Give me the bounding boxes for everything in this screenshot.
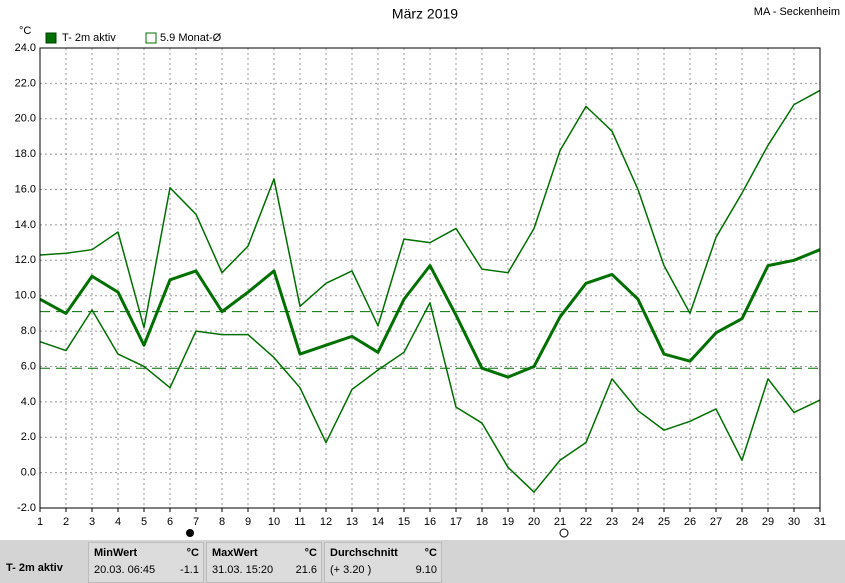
data-line [39, 89, 821, 329]
x-tick-label: 17 [450, 516, 462, 528]
legend-swatch [45, 32, 57, 44]
plot-frame [39, 47, 821, 509]
x-tick-label: 3 [89, 516, 95, 528]
y-tick-label: 14.0 [15, 219, 36, 231]
y-tick-label: -2.0 [17, 502, 36, 514]
summary-cell: Durchschnitt °C (+ 3.20 ) 9.10 [324, 542, 442, 583]
summary-unit: °C [186, 547, 199, 559]
y-tick-label: 6.0 [21, 360, 36, 372]
y-tick-label: 2.0 [21, 431, 36, 443]
summary-title: Durchschnitt [330, 547, 398, 559]
y-tick-label: 24.0 [15, 42, 36, 54]
x-tick-label: 12 [320, 516, 332, 528]
station: MA - Seckenheim [754, 6, 840, 18]
x-tick-label: 27 [710, 516, 722, 528]
x-tick-label: 5 [141, 516, 147, 528]
summary-unit: °C [304, 547, 317, 559]
summary-detail: (+ 3.20 ) [330, 564, 372, 576]
y-unit: °C [19, 25, 31, 37]
x-tick-label: 6 [167, 516, 173, 528]
x-tick-label: 15 [398, 516, 410, 528]
x-tick-label: 7 [193, 516, 199, 528]
x-tick-label: 1 [37, 516, 43, 528]
summary-detail: 31.03. 15:20 [212, 564, 274, 576]
x-tick-label: 24 [632, 516, 644, 528]
x-tick-label: 28 [736, 516, 748, 528]
summary-value: -1.1 [180, 564, 199, 576]
summary-cell: MaxWert °C 31.03. 15:20 21.6 [206, 542, 322, 583]
y-tick-label: 8.0 [21, 325, 36, 337]
x-tick-label: 8 [219, 516, 225, 528]
x-tick-label: 18 [476, 516, 488, 528]
x-tick-label: 20 [528, 516, 540, 528]
x-tick-label: 16 [424, 516, 436, 528]
x-tick-label: 30 [788, 516, 800, 528]
y-tick-label: 16.0 [15, 183, 36, 195]
moon-full [186, 529, 194, 537]
data-line [39, 302, 821, 493]
summary-detail: 20.03. 06:45 [94, 564, 156, 576]
legend-label: 5.9 Monat-Ø [160, 32, 222, 44]
y-tick-label: 22.0 [15, 77, 36, 89]
x-tick-label: 29 [762, 516, 774, 528]
y-tick-label: 20.0 [15, 113, 36, 125]
x-tick-label: 19 [502, 516, 514, 528]
summary-bar: T- 2m aktiv MinWert °C 20.03. 06:45 -1.1 Max… [0, 540, 845, 583]
x-tick-label: 21 [554, 516, 566, 528]
y-tick-label: 4.0 [21, 396, 36, 408]
row-label: T- 2m aktiv [6, 562, 63, 574]
summary-value: 21.6 [295, 564, 317, 576]
x-tick-label: 9 [245, 516, 251, 528]
legend-label: T- 2m aktiv [62, 32, 116, 44]
x-tick-label: 26 [684, 516, 696, 528]
x-tick-label: 2 [63, 516, 69, 528]
data-line [39, 248, 821, 379]
x-tick-label: 11 [294, 516, 305, 528]
summary-title: MinWert [94, 547, 138, 559]
moon-new [559, 528, 569, 538]
summary-value: 9.10 [415, 564, 437, 576]
chart: März 2019 MA - Seckenheim °C T- 2m aktiv… [15, 6, 840, 538]
y-tick-label: 10.0 [15, 290, 36, 302]
chart-title: März 2019 [392, 6, 458, 22]
legend-swatch [145, 32, 157, 44]
y-tick-label: 0.0 [21, 467, 36, 479]
summary-cell: MinWert °C 20.03. 06:45 -1.1 [88, 542, 204, 583]
summary-unit: °C [424, 547, 437, 559]
x-tick-label: 13 [346, 516, 358, 528]
summary-title: MaxWert [212, 547, 258, 559]
x-tick-label: 25 [658, 516, 670, 528]
x-tick-label: 4 [115, 516, 121, 528]
x-tick-label: 23 [606, 516, 618, 528]
x-tick-label: 14 [372, 516, 384, 528]
x-tick-label: 22 [580, 516, 592, 528]
x-tick-label: 31 [814, 516, 826, 528]
y-tick-label: 12.0 [15, 254, 36, 266]
y-tick-label: 18.0 [15, 148, 36, 160]
x-tick-label: 10 [268, 516, 280, 528]
